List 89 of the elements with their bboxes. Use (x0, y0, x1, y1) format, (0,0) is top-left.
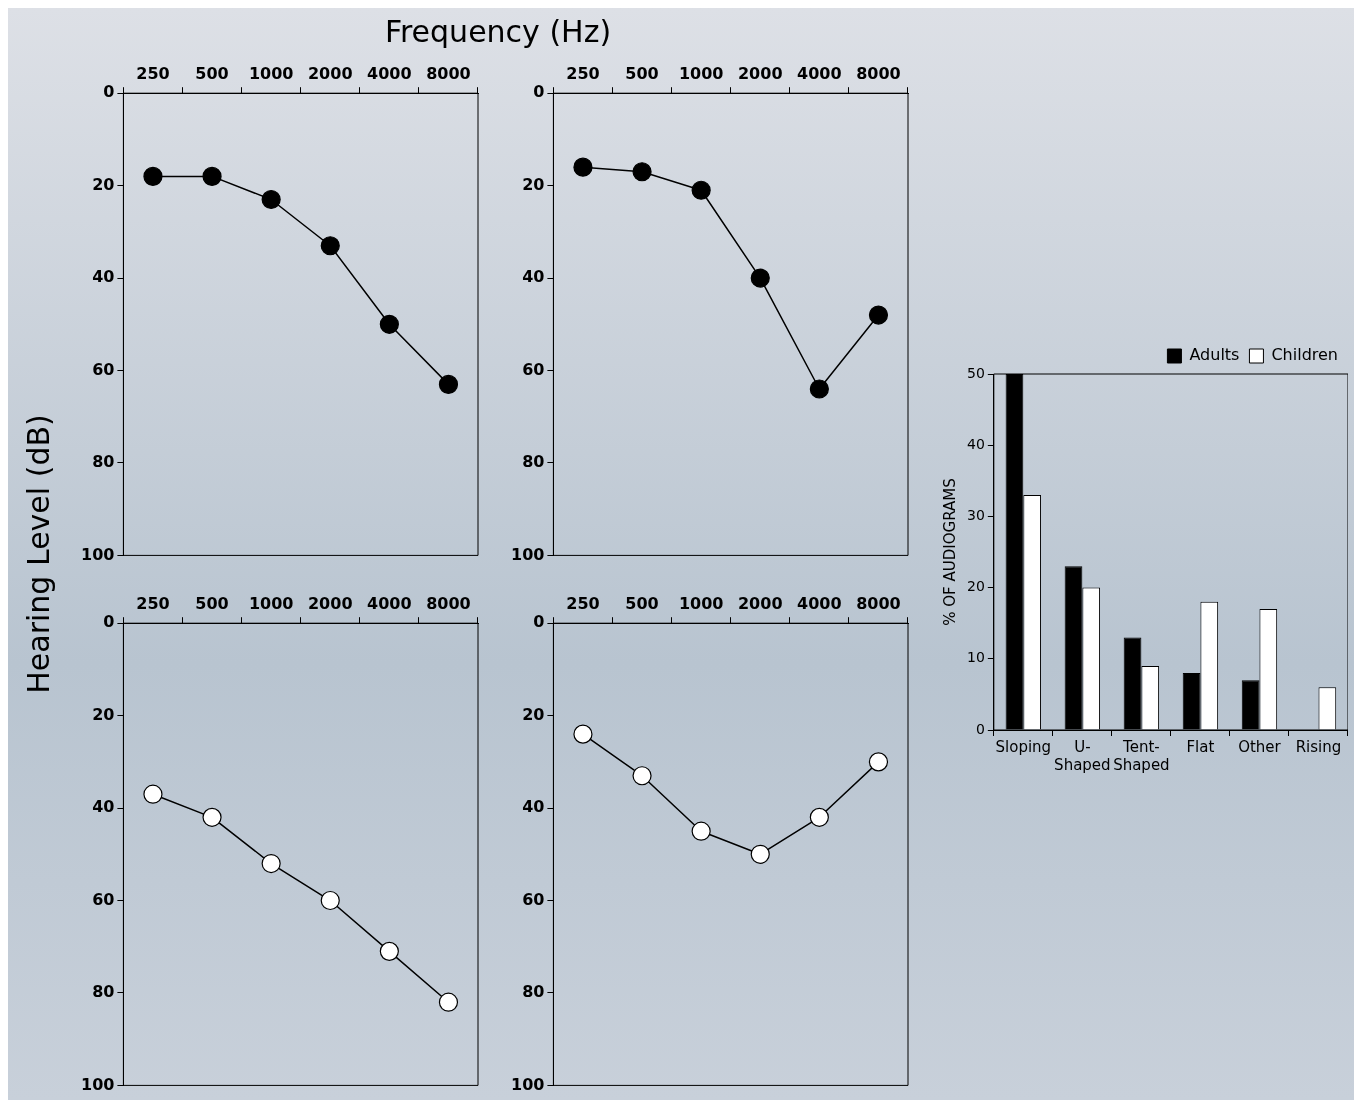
y-tick-label: 100 (80, 1074, 115, 1094)
point (202, 807, 222, 827)
point (438, 374, 459, 394)
y-tick-label: 60 (92, 889, 115, 909)
y-tick-label: 10 (966, 649, 985, 666)
x-tick-label: Sloping (995, 737, 1052, 756)
x-tick-label: 4000 (367, 593, 412, 613)
y-tick-label: 20 (92, 704, 115, 724)
x-tick-label: 2000 (307, 593, 353, 613)
legend-label: Children (1271, 345, 1339, 365)
y-tick-label: 100 (80, 544, 115, 564)
y-tick-label: 80 (92, 452, 115, 472)
point (573, 724, 593, 744)
point (379, 314, 399, 334)
x-tick-label: 500 (195, 593, 229, 613)
x-tick-label: 250 (566, 63, 600, 83)
y-tick-label: 0 (103, 82, 115, 102)
x-tick-label: 1000 (678, 63, 724, 83)
point (438, 992, 459, 1012)
y-tick-label: 80 (92, 982, 115, 1002)
y-tick-label: 0 (103, 612, 115, 632)
point (632, 766, 652, 786)
y-tick-label: 0 (975, 720, 985, 737)
x-tick-label: 250 (136, 63, 170, 83)
x-tick-label: Rising (1295, 737, 1342, 756)
y-tick-label: 20 (92, 174, 115, 194)
x-tick-label: 2000 (737, 63, 783, 83)
y-tick-label: 60 (522, 359, 545, 379)
y-axis-title: Hearing Level (dB) (20, 414, 56, 694)
x-tick-label: 500 (625, 593, 659, 613)
y-tick-label: 0 (533, 612, 545, 632)
y-tick-label: 100 (510, 1074, 545, 1094)
x-tick-label: 4000 (367, 63, 412, 83)
x-tick-label: 2000 (737, 593, 783, 613)
y-tick-label: 80 (522, 452, 545, 472)
point (691, 821, 711, 841)
x-tick-label: 8000 (856, 593, 901, 613)
y-tick-label: 40 (522, 797, 545, 817)
x-axis-title: Frequency (Hz) (383, 14, 613, 49)
point (632, 162, 652, 182)
y-tick-label: 50 (966, 364, 985, 381)
x-tick-label: 4000 (797, 593, 842, 613)
y-tick-label: 80 (522, 982, 545, 1002)
y-tick-label: 20 (522, 174, 545, 194)
y-tick-label: 30 (966, 507, 985, 524)
x-tick-label: 8000 (426, 63, 471, 83)
y-tick-label: 20 (966, 578, 985, 595)
y-tick-label: 100 (510, 544, 545, 564)
y-axis-title: % OF AUDIOGRAMS (940, 478, 959, 626)
x-tick-label: 500 (195, 63, 229, 83)
y-tick-label: 0 (533, 82, 545, 102)
point (202, 166, 222, 186)
x-tick-label: 1000 (248, 63, 294, 83)
point (261, 189, 281, 210)
x-tick-label: 2000 (307, 63, 353, 83)
point (143, 784, 163, 804)
x-tick-label: 500 (625, 63, 659, 83)
point (809, 379, 829, 399)
point (691, 180, 711, 200)
x-tick-label: 1000 (678, 593, 724, 613)
x-tick-label: 8000 (426, 593, 471, 613)
point (573, 157, 593, 177)
y-tick-label: 40 (966, 435, 985, 452)
point (320, 890, 340, 911)
point (143, 166, 163, 186)
x-tick-label: 250 (566, 593, 600, 613)
y-tick-label: 20 (522, 704, 545, 724)
y-tick-label: 60 (92, 359, 115, 379)
point (750, 268, 770, 288)
x-tick-label: 8000 (856, 63, 901, 83)
x-tick-label: Flat (1186, 737, 1215, 756)
point (261, 853, 281, 874)
point (750, 844, 770, 864)
y-tick-label: 40 (522, 267, 545, 287)
point (809, 807, 829, 827)
y-tick-label: 40 (92, 797, 115, 817)
x-tick-label: Other (1238, 737, 1282, 756)
y-tick-label: 60 (522, 889, 545, 909)
point (868, 752, 889, 772)
x-tick-label: 4000 (797, 63, 842, 83)
x-tick-label: Tent-Shaped (1113, 737, 1170, 774)
legend-label: Adults (1189, 345, 1240, 365)
point (868, 305, 889, 325)
x-tick-label: 1000 (248, 593, 294, 613)
point (320, 236, 340, 256)
x-tick-label: 250 (136, 593, 170, 613)
point (379, 941, 399, 961)
y-tick-label: 40 (92, 267, 115, 287)
x-tick-label: U-Shaped (1054, 737, 1111, 774)
